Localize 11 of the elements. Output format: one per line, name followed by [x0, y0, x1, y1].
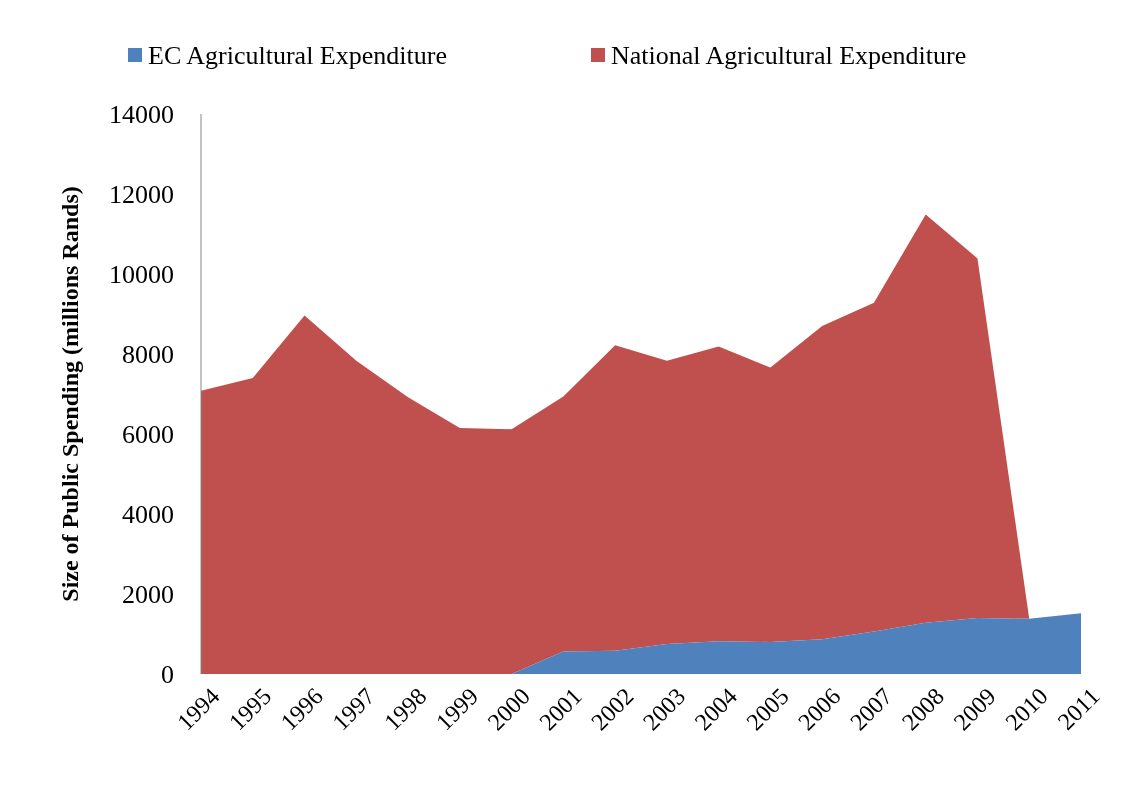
- y-tick-label: 6000: [122, 420, 174, 450]
- y-tick-label: 2000: [122, 580, 174, 610]
- y-tick-label: 12000: [109, 180, 174, 210]
- y-tick-label: 4000: [122, 500, 174, 530]
- y-tick-label: 0: [161, 660, 174, 690]
- legend-label: National Agricultural Expenditure: [611, 41, 967, 71]
- y-tick-label: 14000: [109, 100, 174, 130]
- y-axis-title: Size of Public Spending (millions Rands): [57, 186, 83, 602]
- legend-label: EC Agricultural Expenditure: [148, 41, 447, 71]
- y-tick-label: 10000: [109, 260, 174, 290]
- y-tick-label: 8000: [122, 340, 174, 370]
